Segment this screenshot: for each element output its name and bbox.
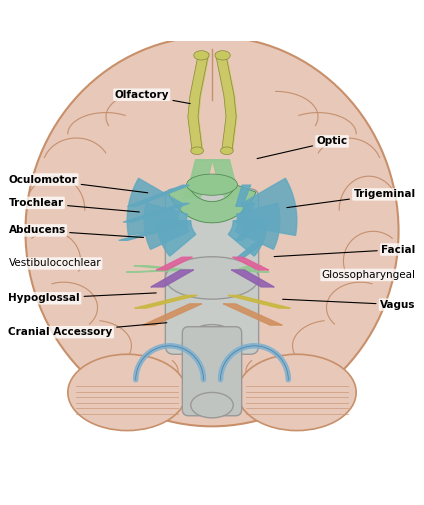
- Polygon shape: [235, 203, 280, 249]
- Text: Hypoglossal: Hypoglossal: [8, 293, 156, 304]
- Text: Facial: Facial: [274, 244, 416, 257]
- Ellipse shape: [68, 355, 187, 431]
- Text: Olfactory: Olfactory: [114, 90, 190, 104]
- Polygon shape: [228, 221, 267, 256]
- Text: Trigeminal: Trigeminal: [287, 189, 416, 208]
- Polygon shape: [168, 185, 256, 223]
- Text: Glossopharyngeal: Glossopharyngeal: [321, 270, 416, 280]
- Ellipse shape: [25, 36, 399, 426]
- Text: Optic: Optic: [257, 136, 348, 159]
- Polygon shape: [127, 178, 183, 235]
- Ellipse shape: [191, 147, 204, 155]
- Ellipse shape: [191, 392, 233, 418]
- Ellipse shape: [237, 355, 356, 431]
- Ellipse shape: [220, 147, 233, 155]
- FancyBboxPatch shape: [182, 327, 242, 416]
- Ellipse shape: [194, 50, 209, 60]
- Text: Trochlear: Trochlear: [8, 198, 139, 212]
- Ellipse shape: [215, 50, 230, 60]
- Ellipse shape: [182, 325, 242, 367]
- Text: Abducens: Abducens: [8, 225, 143, 237]
- Text: Cranial Accessory: Cranial Accessory: [8, 323, 167, 337]
- Text: Vagus: Vagus: [283, 299, 416, 310]
- Ellipse shape: [165, 257, 259, 299]
- Text: Oculomotor: Oculomotor: [8, 175, 148, 193]
- Polygon shape: [157, 221, 196, 256]
- Ellipse shape: [187, 174, 237, 195]
- Text: Vestibulocochlear: Vestibulocochlear: [8, 259, 101, 269]
- Polygon shape: [144, 203, 189, 249]
- FancyBboxPatch shape: [165, 189, 259, 355]
- Polygon shape: [241, 178, 297, 235]
